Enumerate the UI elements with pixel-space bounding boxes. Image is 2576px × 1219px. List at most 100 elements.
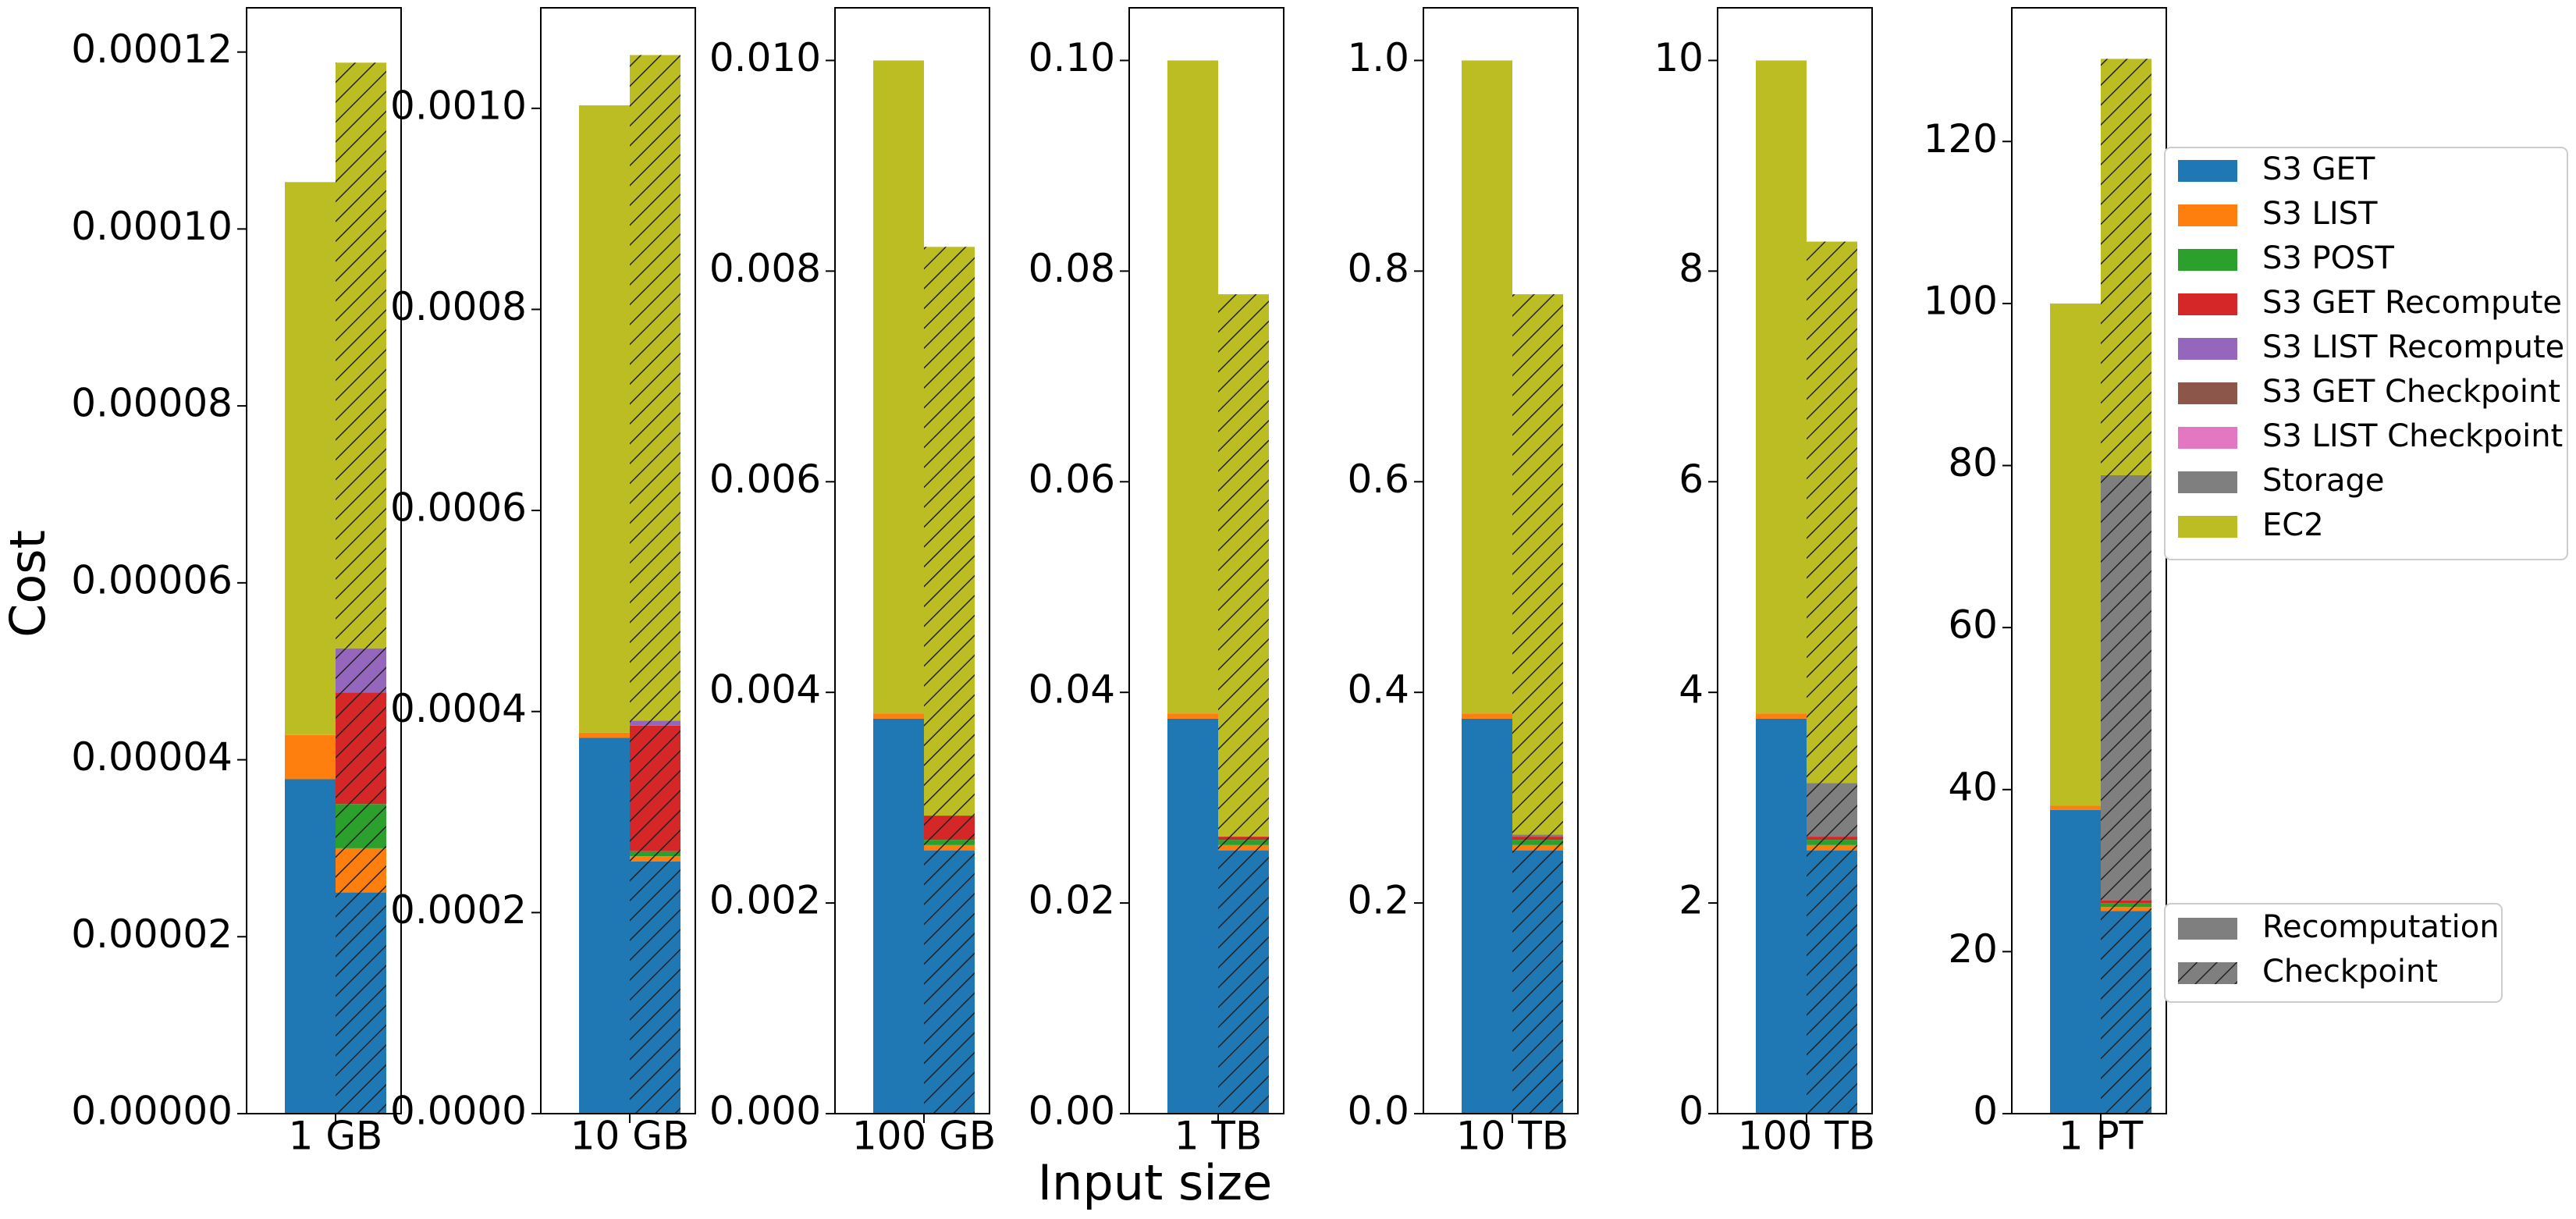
bar-segment — [1756, 60, 1807, 714]
axes-frame — [246, 7, 402, 1114]
y-tick-label: 0.004 — [709, 667, 821, 713]
y-tick-label: 0.0010 — [390, 83, 527, 128]
hatch-overlay — [924, 850, 975, 1114]
hatch-overlay — [630, 55, 680, 721]
hatch-overlay — [1218, 837, 1269, 841]
x-axis-label: Input size — [1038, 1154, 1272, 1211]
bar-segment — [1462, 713, 1512, 719]
axes-frame — [1128, 7, 1284, 1114]
legend: Recomputation Checkpoint — [2164, 903, 2503, 1003]
bar-segment — [579, 732, 630, 738]
x-tick-label: 1 PT — [2059, 1114, 2144, 1159]
hatch-overlay — [630, 856, 680, 862]
y-tick-label: 0 — [1679, 1089, 1704, 1134]
x-tick-label: 10 TB — [1456, 1114, 1569, 1159]
y-tick-label: 8 — [1679, 246, 1704, 291]
x-tick-label: 10 GB — [570, 1114, 690, 1159]
hatch-overlay — [336, 848, 386, 893]
legend-label: S3 POST — [2262, 240, 2395, 276]
bar-segment — [285, 182, 336, 735]
bar-segment — [285, 779, 336, 1114]
legend-label: S3 LIST Checkpoint — [2262, 418, 2563, 454]
y-tick-label: 0 — [1973, 1089, 1998, 1134]
y-tick-label: 0.4 — [1347, 667, 1409, 713]
legend-hatch — [2178, 962, 2237, 984]
axes-frame — [1423, 7, 1579, 1114]
bar-segment — [1462, 718, 1512, 1114]
y-tick-label: 0.00000 — [71, 1089, 233, 1134]
hatch-overlay — [1807, 241, 1857, 784]
legend-swatch — [2178, 471, 2237, 493]
bar-segment — [1167, 60, 1218, 714]
hatch-overlay — [924, 247, 975, 816]
y-tick-label: 0.0006 — [390, 485, 527, 531]
bar-segment — [579, 105, 630, 733]
y-tick-label: 0.0002 — [390, 887, 527, 933]
x-tick-label: 100 TB — [1738, 1114, 1875, 1159]
hatch-overlay — [1512, 840, 1563, 845]
y-tick-label: 0.2 — [1347, 878, 1409, 923]
hatch-overlay — [336, 892, 386, 1114]
legend-swatch — [2178, 204, 2237, 226]
hatch-overlay — [2101, 903, 2151, 908]
bar-segment — [2050, 805, 2101, 810]
hatch-overlay — [1218, 850, 1269, 1114]
y-tick-label: 0.00008 — [71, 381, 233, 426]
legend-label: Checkpoint — [2262, 954, 2438, 990]
hatch-overlay — [2101, 907, 2151, 912]
y-tick-label: 0.00002 — [71, 912, 233, 957]
y-tick-label: 0.0004 — [390, 686, 527, 731]
y-tick-label: 0.00006 — [71, 557, 233, 602]
axes-frame — [834, 7, 990, 1114]
y-tick-label: 40 — [1948, 764, 1998, 809]
y-tick-label: 0.10 — [1029, 35, 1115, 80]
hatch-overlay — [2101, 900, 2151, 904]
hatch-overlay — [2101, 911, 2151, 1114]
hatch-overlay — [336, 648, 386, 693]
y-tick-label: 0.0000 — [390, 1089, 527, 1134]
hatch-overlay — [630, 725, 680, 851]
y-tick-label: 0.00012 — [71, 27, 233, 72]
hatch-overlay — [924, 844, 975, 851]
axes-frame — [540, 7, 696, 1114]
y-tick-label: 0.04 — [1029, 667, 1115, 713]
legend-swatch — [2178, 516, 2237, 538]
y-tick-label: 0.02 — [1029, 878, 1115, 923]
y-tick-label: 0.06 — [1029, 457, 1115, 502]
bar-segment — [285, 734, 336, 780]
y-tick-label: 0.00004 — [71, 734, 233, 780]
y-axis-label: Cost — [0, 530, 56, 638]
hatch-overlay — [336, 804, 386, 848]
legend-swatch — [2178, 427, 2237, 449]
hatch-overlay — [2101, 59, 2151, 475]
y-tick-label: 2 — [1679, 878, 1704, 923]
y-tick-label: 0.00010 — [71, 204, 233, 249]
y-tick-label: 20 — [1948, 926, 1998, 972]
y-tick-label: 100 — [1924, 278, 1998, 323]
hatch-overlay — [630, 851, 680, 857]
legend-swatch — [2178, 338, 2237, 360]
bar-segment — [2050, 809, 2101, 1114]
y-tick-label: 80 — [1948, 440, 1998, 485]
bar-segment — [1756, 713, 1807, 719]
hatch-overlay — [1807, 837, 1857, 841]
legend-swatch — [2178, 293, 2237, 315]
hatch-overlay — [1218, 294, 1269, 837]
legend-swatch — [2178, 249, 2237, 271]
hatch-overlay — [1512, 294, 1563, 835]
bar-segment — [1167, 718, 1218, 1114]
hatch-overlay — [1807, 783, 1857, 837]
axes-frame — [1717, 7, 1873, 1114]
hatch-overlay — [1512, 850, 1563, 1114]
legend-box — [2164, 147, 2568, 560]
y-tick-label: 4 — [1679, 667, 1704, 713]
x-tick-label: 1 TB — [1174, 1114, 1263, 1159]
axes-frame — [2011, 7, 2167, 1114]
hatch-overlay — [630, 720, 680, 726]
y-tick-label: 10 — [1654, 35, 1704, 80]
bar-segment — [2050, 303, 2101, 806]
legend-label: EC2 — [2262, 507, 2324, 543]
x-tick-label: 100 GB — [852, 1114, 996, 1159]
y-tick-label: 0.0 — [1347, 1089, 1409, 1134]
bar-segment — [1756, 718, 1807, 1114]
